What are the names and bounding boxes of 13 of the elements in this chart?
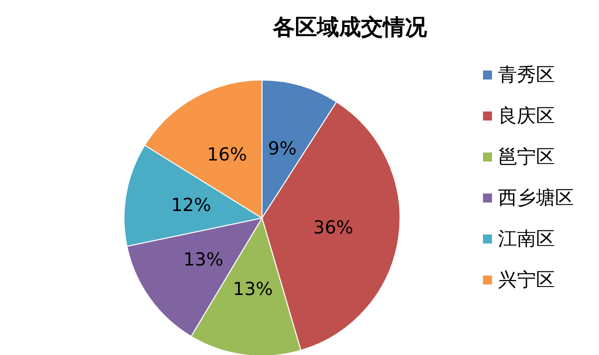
data-label: 13% bbox=[183, 249, 224, 270]
legend-label: 良庆区 bbox=[498, 105, 555, 127]
data-label: 16% bbox=[206, 144, 247, 166]
data-label: 9% bbox=[268, 138, 297, 160]
data-label: 36% bbox=[313, 218, 354, 239]
legend-label: 江南区 bbox=[498, 228, 555, 250]
legend-label: 青秀区 bbox=[498, 64, 555, 86]
legend-label: 邕宁区 bbox=[498, 146, 555, 168]
legend-label: 兴宁区 bbox=[498, 269, 555, 291]
legend-label: 西乡塘区 bbox=[498, 187, 574, 209]
data-label: 13% bbox=[232, 278, 273, 300]
chart-title: 各区域成交情况 bbox=[272, 14, 428, 40]
data-label: 12% bbox=[171, 194, 212, 216]
